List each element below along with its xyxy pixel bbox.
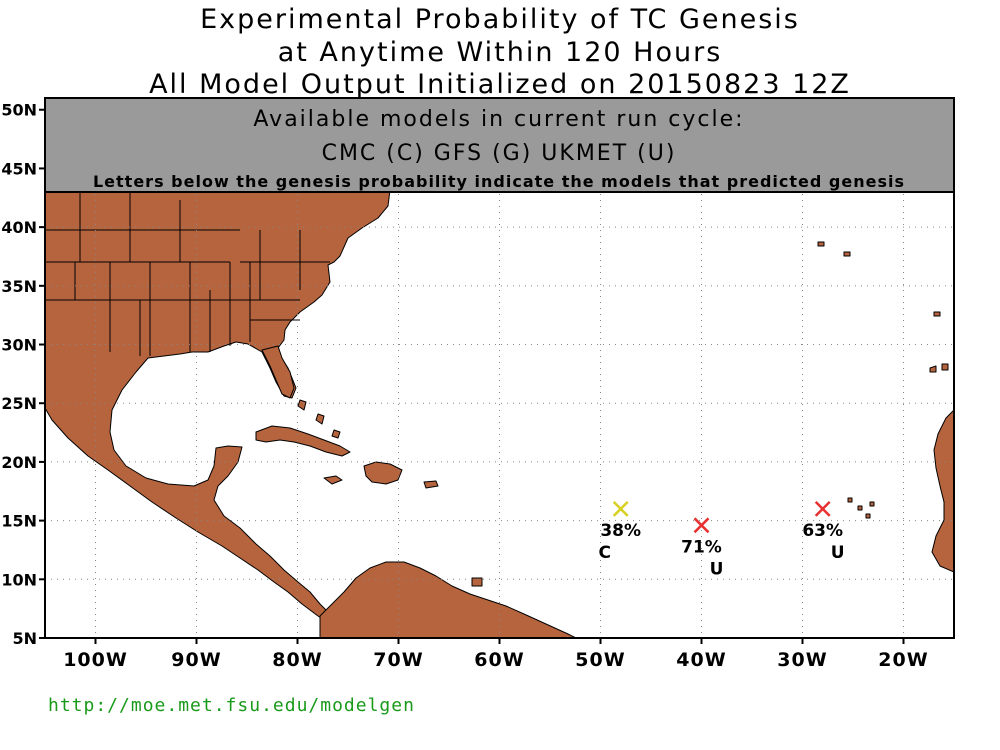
africa-land — [931, 409, 954, 573]
model-banner: Available models in current run cycle: C… — [44, 97, 955, 193]
banner-background — [44, 97, 955, 193]
genesis-x-icon — [693, 517, 710, 534]
lon-label-70W: 70W — [373, 649, 423, 671]
lat-label-10N: 10N — [1, 570, 37, 589]
lat-label-45N: 45N — [1, 159, 37, 178]
chart-title-line-1: Experimental Probability of TC Genesis — [200, 4, 800, 35]
genesis-map: Available models in current run cycle: C… — [1, 97, 955, 671]
genesis-markers: 38%C 71%U63%U — [598, 500, 845, 579]
florida-land — [261, 345, 295, 399]
genesis-probability: 63% — [802, 521, 843, 541]
banner-line-1: Available models in current run cycle: — [253, 107, 744, 132]
chart-title-line-2: at Anytime Within 120 Hours — [277, 37, 723, 68]
trinidad-land — [471, 577, 483, 587]
genesis-x-icon — [612, 500, 629, 517]
lat-label-50N: 50N — [1, 101, 37, 120]
genesis-probability: 38% — [600, 521, 641, 541]
genesis-models: U — [710, 559, 724, 579]
lat-label-15N: 15N — [1, 512, 37, 531]
genesis-marker-1[interactable]: 38%C — [598, 500, 641, 563]
lon-label-20W: 20W — [878, 649, 928, 671]
lon-label-80W: 80W — [272, 649, 322, 671]
chart-title-line-3: All Model Output Initialized on 20150823… — [149, 69, 851, 100]
lat-label-25N: 25N — [1, 394, 37, 413]
bahamas-land — [297, 399, 341, 439]
lon-label-60W: 60W — [474, 649, 524, 671]
genesis-probability: 71% — [681, 537, 722, 557]
lon-label-100W: 100W — [63, 649, 128, 671]
puerto-rico-land — [423, 480, 439, 489]
lat-label-35N: 35N — [1, 277, 37, 296]
lat-label-5N: 5N — [12, 629, 37, 648]
genesis-marker-2[interactable]: 71%U — [681, 517, 724, 579]
lon-label-30W: 30W — [777, 649, 827, 671]
genesis-marker-3[interactable]: 63%U — [802, 500, 845, 563]
lon-label-40W: 40W — [676, 649, 726, 671]
atlantic-islands — [817, 241, 949, 519]
banner-line-3: Letters below the genesis probability in… — [93, 172, 905, 191]
land-layer — [45, 189, 954, 638]
lat-label-30N: 30N — [1, 336, 37, 355]
lat-label-20N: 20N — [1, 453, 37, 472]
genesis-models: U — [831, 543, 845, 563]
latitude-labels: 5N 10N 15N 20N 25N 30N 35N 40N 45N 50N — [1, 101, 45, 648]
lon-label-90W: 90W — [171, 649, 221, 671]
jamaica-land — [323, 475, 343, 485]
lat-label-40N: 40N — [1, 218, 37, 237]
hispaniola-land — [363, 461, 403, 485]
lon-label-50W: 50W — [575, 649, 625, 671]
cuba-land — [255, 425, 351, 457]
state-borders — [45, 190, 330, 356]
south-america-land — [319, 561, 578, 638]
banner-line-2: CMC (C) GFS (G) UKMET (U) — [322, 141, 677, 166]
genesis-models: C — [598, 543, 610, 563]
longitude-labels: 100W 90W 80W 70W 60W 50W 40W 30W 20W — [63, 638, 928, 671]
genesis-x-icon — [814, 500, 831, 517]
source-url[interactable]: http://moe.met.fsu.edu/modelgen — [48, 695, 415, 716]
